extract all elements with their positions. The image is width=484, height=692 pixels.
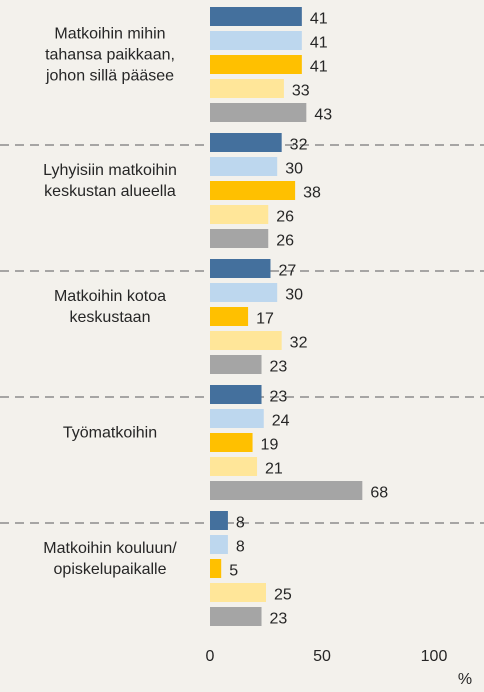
value-label: 5 — [229, 563, 238, 580]
value-label: 68 — [370, 485, 388, 502]
value-label: 27 — [278, 263, 296, 280]
value-label: 23 — [270, 389, 288, 406]
value-label: 23 — [270, 359, 288, 376]
category-label: Työmatkoihin — [62, 424, 158, 441]
category-label: Matkoihin mihin tahansa paikkaan, johon … — [45, 25, 175, 84]
value-label: 38 — [303, 185, 321, 202]
value-label: 30 — [285, 287, 303, 304]
value-label: 25 — [274, 587, 292, 604]
value-label: 17 — [256, 311, 274, 328]
x-tick-label: 50 — [313, 648, 331, 665]
category-label: Matkoihin kotoa keskustaan — [53, 287, 167, 326]
value-label: 26 — [276, 209, 294, 226]
x-axis-label: % — [458, 671, 472, 688]
bar — [210, 103, 307, 122]
bar — [210, 31, 302, 50]
value-label: 19 — [261, 437, 279, 454]
value-label: 33 — [292, 83, 310, 100]
bar — [210, 55, 302, 74]
value-label: 8 — [236, 515, 245, 532]
category-label: Lyhyisiin matkoihin keskustan alueella — [43, 161, 177, 200]
value-label: 41 — [310, 11, 328, 28]
value-label: 26 — [276, 233, 294, 250]
bar — [210, 355, 262, 374]
bar — [210, 79, 284, 98]
value-label: 30 — [285, 161, 303, 178]
value-label: 41 — [310, 35, 328, 52]
value-label: 43 — [314, 107, 332, 124]
bar — [210, 385, 262, 404]
bar — [210, 307, 249, 326]
bar — [210, 283, 278, 302]
bar — [210, 481, 363, 500]
bar — [210, 535, 228, 554]
bar — [210, 409, 264, 428]
bar — [210, 181, 296, 200]
bar — [210, 205, 269, 224]
value-label: 32 — [290, 335, 308, 352]
bar — [210, 157, 278, 176]
x-tick-label: 100 — [421, 648, 448, 665]
bar — [210, 229, 269, 248]
bar — [210, 559, 222, 578]
x-tick-label: 0 — [206, 648, 215, 665]
bar — [210, 583, 266, 602]
value-label: 21 — [265, 461, 283, 478]
value-label: 8 — [236, 539, 245, 556]
bar — [210, 259, 271, 278]
bar — [210, 511, 228, 530]
bar — [210, 331, 282, 350]
value-label: 24 — [272, 413, 290, 430]
value-label: 23 — [270, 611, 288, 628]
bar — [210, 433, 253, 452]
category-label: Matkoihin kouluun/ opiskelupaikalle — [43, 539, 177, 578]
bar — [210, 7, 302, 26]
bar — [210, 607, 262, 626]
bar — [210, 457, 258, 476]
value-label: 41 — [310, 59, 328, 76]
value-label: 32 — [290, 137, 308, 154]
bar — [210, 133, 282, 152]
